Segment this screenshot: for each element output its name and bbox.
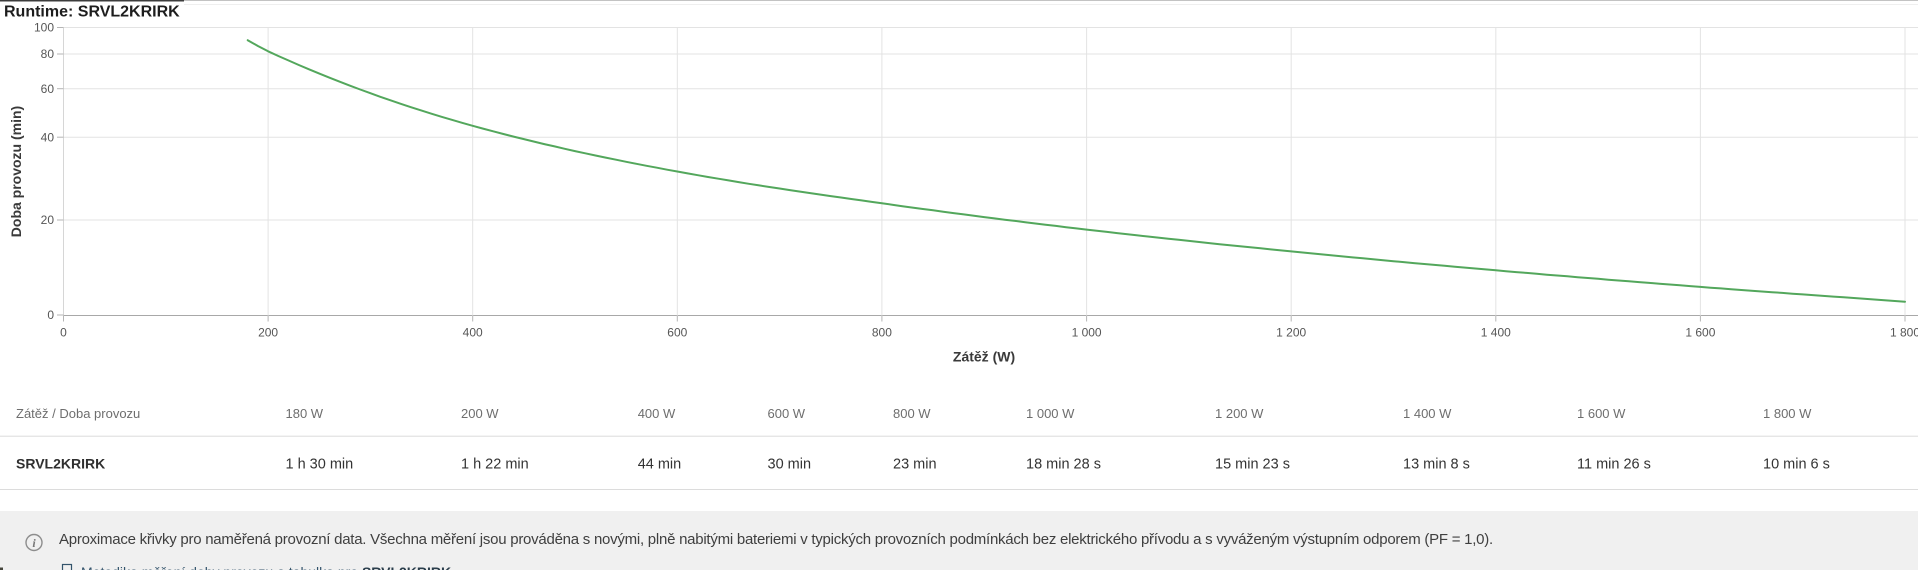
svg-text:200: 200 [258, 326, 278, 340]
svg-text:i: i [32, 536, 36, 550]
svg-text:1 800 W: 1 800 W [1763, 406, 1812, 421]
svg-text:1 800: 1 800 [1890, 326, 1918, 340]
svg-text:800: 800 [872, 326, 892, 340]
svg-text:40: 40 [41, 130, 55, 144]
svg-text:1 600: 1 600 [1685, 326, 1715, 340]
svg-text:1 h 30 min: 1 h 30 min [286, 457, 354, 473]
svg-text:Metodika měření doby provozu a: Metodika měření doby provozu a tabulka p… [81, 564, 451, 570]
svg-text:15 min 23 s: 15 min 23 s [1215, 457, 1290, 473]
svg-text:1 200: 1 200 [1276, 326, 1306, 340]
svg-text:100: 100 [34, 21, 54, 35]
svg-text:600 W: 600 W [768, 406, 806, 421]
svg-text:30 min: 30 min [768, 457, 812, 473]
svg-text:0: 0 [47, 308, 54, 322]
svg-text:1 h 22 min: 1 h 22 min [461, 457, 529, 473]
svg-text:800 W: 800 W [893, 406, 931, 421]
svg-text:1 400 W: 1 400 W [1403, 406, 1452, 421]
svg-text:10 min 6 s: 10 min 6 s [1763, 457, 1830, 473]
svg-text:60: 60 [41, 82, 55, 96]
svg-text:SRVL2KRIRK: SRVL2KRIRK [16, 456, 105, 472]
svg-text:1 000 W: 1 000 W [1026, 406, 1075, 421]
svg-text:Doba provozu (min): Doba provozu (min) [8, 106, 24, 237]
svg-text:1 400: 1 400 [1481, 326, 1511, 340]
svg-text:Aproximace křivky pro naměřená: Aproximace křivky pro naměřená provozní … [59, 531, 1493, 548]
svg-text:400: 400 [463, 326, 483, 340]
svg-text:Runtime: SRVL2KRIRK: Runtime: SRVL2KRIRK [4, 3, 180, 20]
svg-text:0: 0 [60, 326, 67, 340]
svg-text:600: 600 [667, 326, 687, 340]
svg-text:23 min: 23 min [893, 457, 937, 473]
svg-text:20: 20 [41, 213, 55, 227]
svg-text:13 min 8 s: 13 min 8 s [1403, 457, 1470, 473]
svg-text:400 W: 400 W [638, 406, 676, 421]
svg-text:18 min 28 s: 18 min 28 s [1026, 457, 1101, 473]
svg-text:Zátěž / Doba provozu: Zátěž / Doba provozu [16, 406, 140, 421]
svg-text:180 W: 180 W [286, 406, 324, 421]
svg-text:11 min 26 s: 11 min 26 s [1577, 457, 1651, 473]
svg-text:80: 80 [41, 47, 55, 61]
svg-text:1 200 W: 1 200 W [1215, 406, 1264, 421]
svg-text:200 W: 200 W [461, 406, 499, 421]
svg-text:Zátěž (W): Zátěž (W) [953, 349, 1015, 365]
svg-text:1 600 W: 1 600 W [1577, 406, 1626, 421]
svg-text:44 min: 44 min [638, 457, 682, 473]
svg-text:1 000: 1 000 [1072, 326, 1102, 340]
